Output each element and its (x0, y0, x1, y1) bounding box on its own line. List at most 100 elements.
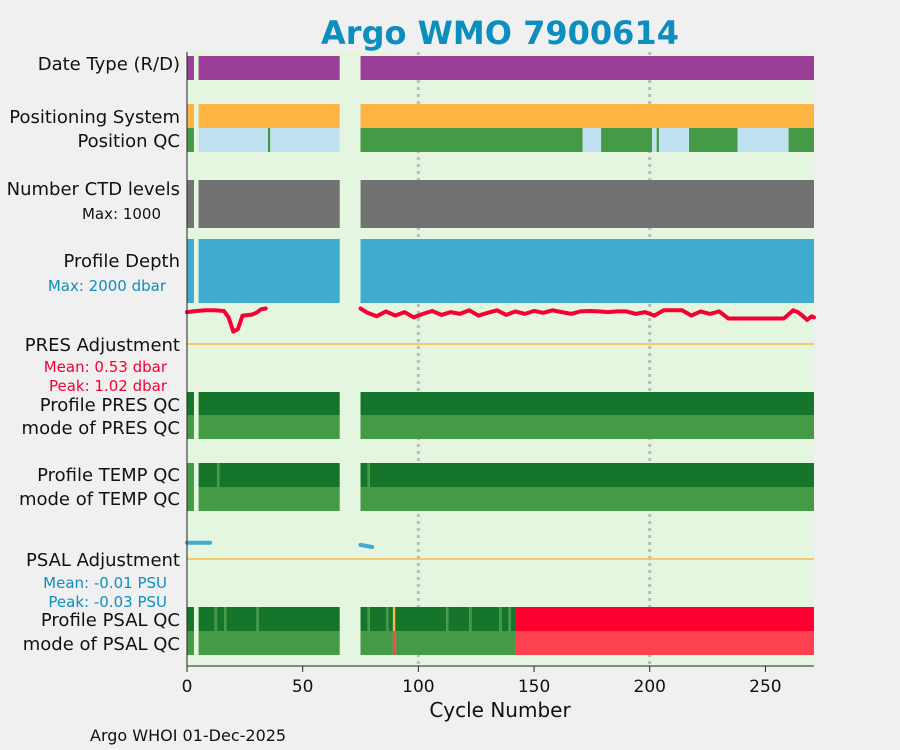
row-label-pres-mode: mode of PRES QC (22, 418, 180, 439)
bar-segment-temp-mode (360, 487, 814, 511)
bar-segment-date-type (187, 56, 194, 80)
pres-adjustment-line (358, 306, 816, 322)
x-tick-label: 0 (182, 677, 193, 697)
bar-segment-ctd-levels (187, 180, 194, 228)
pres-adjustment-line (185, 306, 268, 334)
bar-segment-position-qc (187, 128, 194, 152)
row-label-position-qc: Position QC (77, 131, 180, 152)
ctd-max-label: Max: 1000 (82, 205, 161, 223)
bar-segment-position-qc (656, 128, 659, 152)
bar-segment-psal-qc (256, 607, 259, 631)
row-label-pres-adjustment: PRES Adjustment (25, 335, 180, 356)
bar-segment-psal-qc (499, 607, 502, 631)
bar-segment-temp-qc (187, 463, 194, 487)
x-tick-label: 250 (749, 677, 781, 697)
bar-segment-temp-mode (198, 487, 340, 511)
bar-segment-position-qc (689, 128, 738, 152)
bar-segment-position-qc (658, 128, 690, 152)
bar-segment-position-qc (270, 128, 340, 152)
bar-segment-pres-qc (187, 392, 194, 415)
bar-segment-date-type (198, 56, 340, 80)
psal-adjustment-line (358, 542, 375, 549)
depth-max-label: Max: 2000 dbar (48, 277, 167, 295)
bar-segment-temp-qc (219, 463, 340, 487)
bar-segment-temp-qc (367, 463, 370, 487)
bar-segment-psal-qc (198, 607, 215, 631)
bar-segment-position-qc (788, 128, 814, 152)
row-label-psal-mode: mode of PSAL QC (23, 634, 180, 655)
bar-segment-psal-qc (367, 607, 370, 631)
bar-segment-psal-mode (515, 631, 814, 655)
bar-segment-profile-depth (187, 239, 194, 303)
row-label-pres-qc: Profile PRES QC (40, 395, 180, 416)
bar-segment-psal-qc (515, 607, 814, 631)
x-ticks: 0 50 100 150 200 250 (182, 666, 782, 697)
bar-segment-ctd-levels (198, 180, 340, 228)
bar-segment-psal-qc (446, 607, 449, 631)
bar-segment-profile-depth (198, 239, 340, 303)
bar-segment-pres-mode (187, 415, 194, 439)
gridlines (416, 52, 652, 666)
x-tick-label: 100 (402, 677, 434, 697)
bar-segment-psal-qc (224, 607, 227, 631)
bar-segment-pres-mode (360, 415, 814, 439)
bar-segment-position-qc (652, 128, 657, 152)
bar-segment-psal-mode (392, 631, 396, 655)
bar-segment-position-qc (198, 128, 268, 152)
bar-segment-psal-qc (369, 607, 386, 631)
bar-segment-psal-qc (395, 607, 447, 631)
bar-segment-psal-qc (187, 607, 194, 631)
pres-peak-label: Peak: 1.02 dbar (49, 377, 168, 395)
row-label-psal-qc: Profile PSAL QC (41, 610, 180, 631)
bar-segment-psal-mode (360, 631, 393, 655)
bar-segment-psal-qc (360, 607, 368, 631)
bar-segment-positioning (187, 104, 194, 128)
bar-segment-psal-qc (217, 607, 225, 631)
bar-segment-pres-qc (198, 392, 340, 415)
bar-segment-psal-qc (471, 607, 500, 631)
bar-segment-temp-qc (369, 463, 814, 487)
bar-segment-psal-qc (508, 607, 511, 631)
bar-segment-position-qc (267, 128, 271, 152)
row-label-positioning: Positioning System (9, 107, 180, 128)
psal-peak-label: Peak: -0.03 PSU (48, 593, 167, 611)
bar-segment-psal-qc (388, 607, 393, 631)
row-label-temp-qc: Profile TEMP QC (37, 465, 180, 486)
bar-segment-psal-qc (214, 607, 218, 631)
x-axis-label: Cycle Number (429, 698, 571, 722)
row-label-ctd-levels: Number CTD levels (7, 179, 180, 200)
bar-segment-ctd-levels (360, 180, 814, 228)
bar-segment-temp-qc (198, 463, 218, 487)
bar-segment-position-qc (601, 128, 653, 152)
bar-segment-position-qc (582, 128, 602, 152)
bar-segment-psal-mode (198, 631, 340, 655)
x-tick-label: 150 (518, 677, 550, 697)
bar-segment-psal-qc (469, 607, 472, 631)
bar-segment-psal-qc (258, 607, 340, 631)
row-label-date-type: Date Type (R/D) (38, 54, 180, 75)
bar-segment-profile-depth (360, 239, 814, 303)
pres-mean-label: Mean: 0.53 dbar (44, 358, 168, 376)
x-tick-label: 50 (292, 677, 314, 697)
footer-credit: Argo WHOI 01-Dec-2025 (90, 726, 286, 745)
bar-segment-positioning (198, 104, 340, 128)
bar-segment-positioning (360, 104, 814, 128)
psal-mean-label: Mean: -0.01 PSU (43, 574, 167, 592)
bars-layer (187, 56, 814, 655)
bar-segment-position-qc (737, 128, 789, 152)
row-label-temp-mode: mode of TEMP QC (19, 489, 180, 510)
bar-segment-pres-mode (198, 415, 340, 439)
bar-segment-psal-qc (501, 607, 509, 631)
bar-segment-psal-qc (448, 607, 470, 631)
bar-segment-psal-qc (510, 607, 516, 631)
bar-segment-psal-qc (385, 607, 389, 631)
bar-segment-temp-qc (360, 463, 368, 487)
row-label-profile-depth: Profile Depth (63, 251, 180, 272)
row-label-psal-adjustment: PSAL Adjustment (26, 550, 180, 571)
x-tick-label: 200 (634, 677, 666, 697)
plot-area (187, 52, 814, 666)
bar-segment-psal-mode (187, 631, 194, 655)
bar-segment-temp-mode (187, 487, 194, 511)
bar-segment-psal-qc (226, 607, 257, 631)
